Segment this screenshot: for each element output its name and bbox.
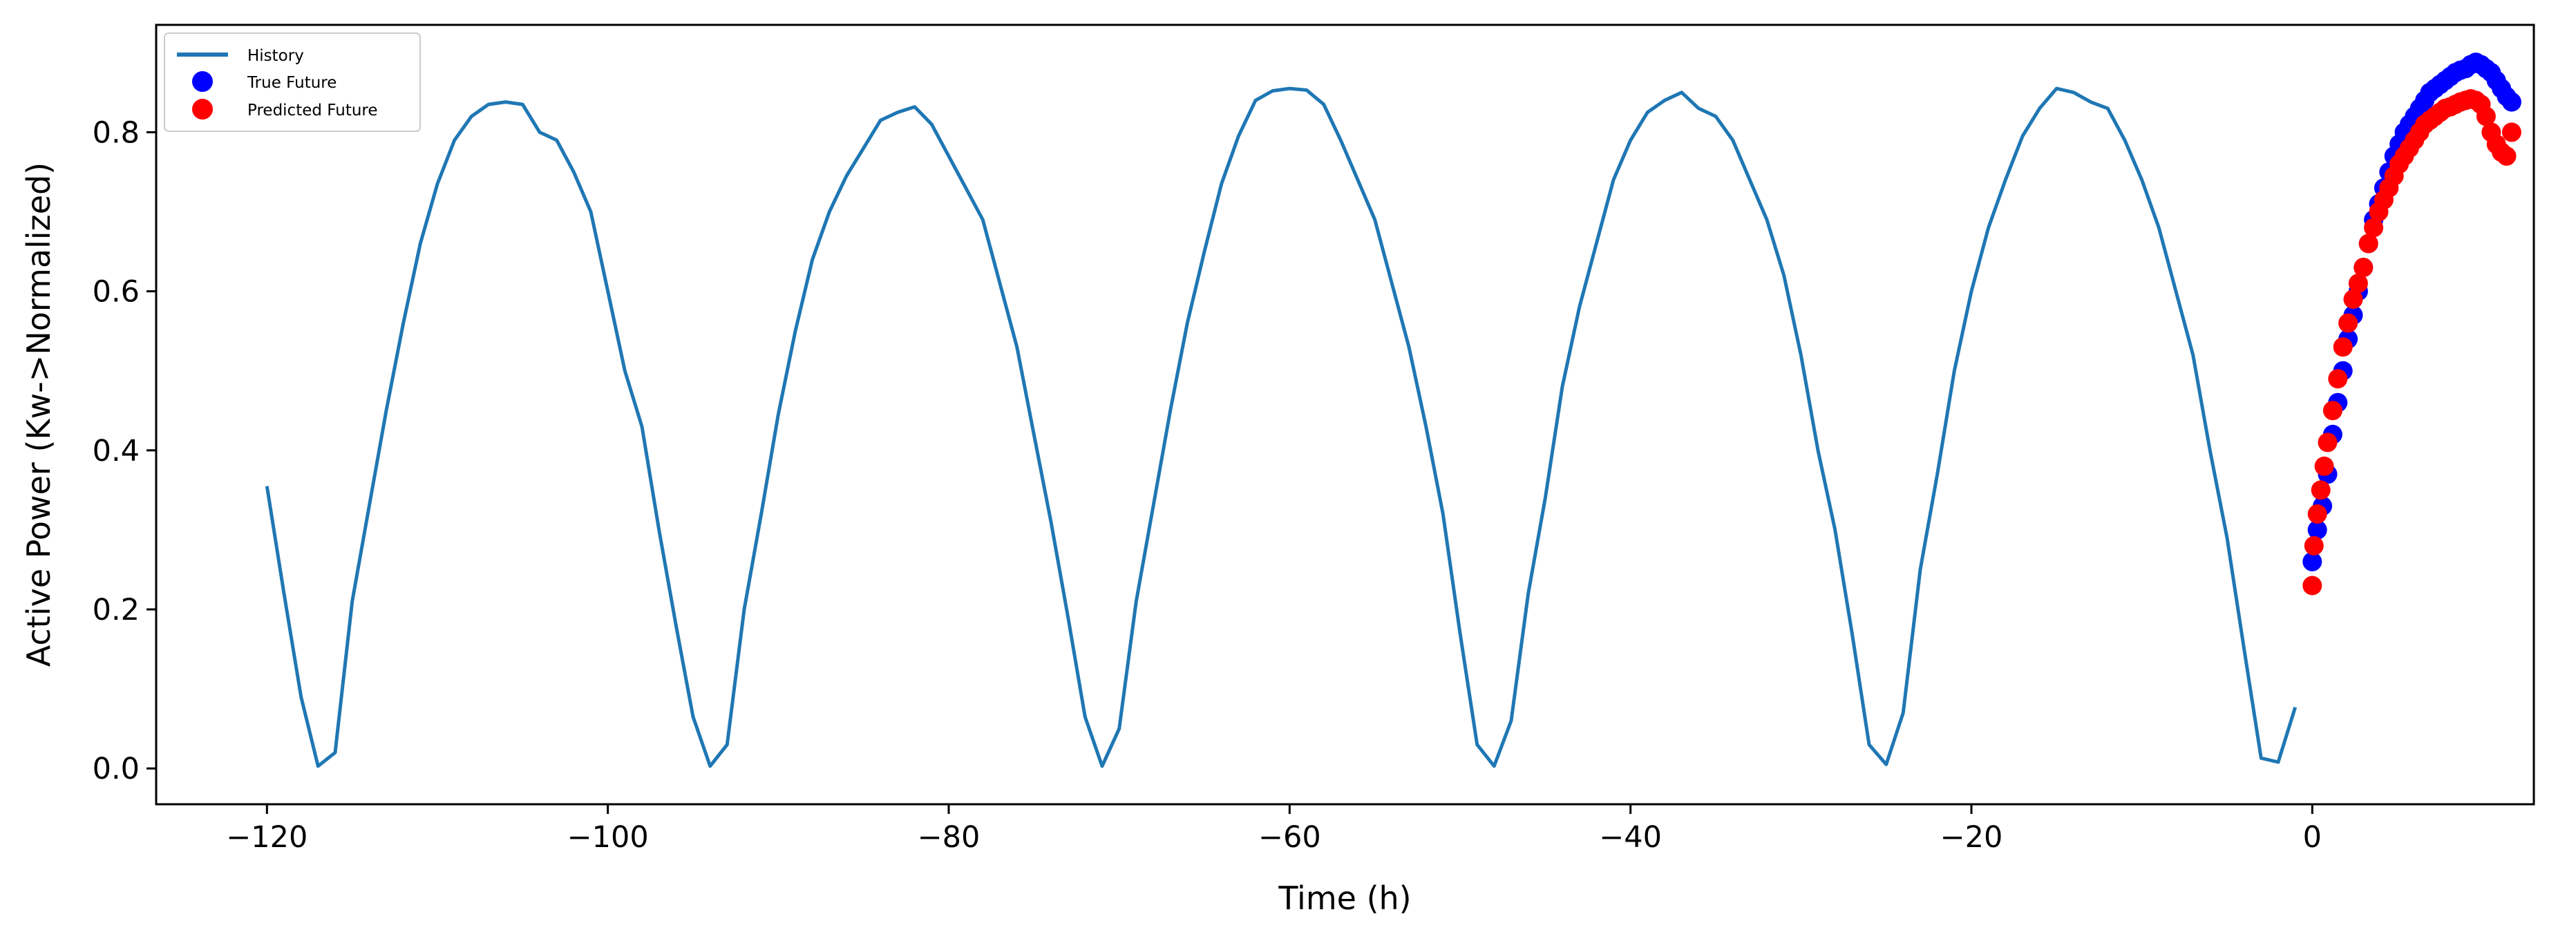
predicted-future-point <box>2307 504 2327 524</box>
predicted-future-point <box>2343 290 2363 310</box>
series-history <box>265 86 2298 768</box>
predicted-future-point <box>2311 480 2331 500</box>
x-tick-label: −20 <box>1940 820 2003 855</box>
x-tick-label: 0 <box>2303 820 2322 855</box>
y-tick-label: 0.8 <box>93 115 140 150</box>
legend-predicted-future-label: Predicted Future <box>247 102 378 120</box>
x-tick-label: −120 <box>226 820 307 855</box>
plot-border <box>155 23 2535 806</box>
y-axis: 0.0 0.2 0.4 0.6 0.8 <box>93 115 156 786</box>
legend-true-future-label: True Future <box>247 74 337 92</box>
series-predicted-future <box>2302 89 2521 596</box>
predicted-future-point <box>2338 313 2358 333</box>
history-line <box>265 86 2298 768</box>
true-future-point <box>2501 92 2521 112</box>
x-tick-label: −40 <box>1599 820 1662 855</box>
predicted-future-point <box>2318 433 2338 453</box>
y-axis-label: Active Power (Kw->Normalized) <box>20 162 57 667</box>
predicted-future-point <box>2354 258 2374 278</box>
predicted-future-point <box>2476 106 2496 126</box>
predicted-future-point <box>2314 456 2334 476</box>
predicted-future-point <box>2333 337 2353 357</box>
x-tick-label: −80 <box>918 820 981 855</box>
true-future-point <box>2302 551 2322 571</box>
predicted-future-point <box>2364 218 2384 238</box>
predicted-future-point <box>2328 369 2348 389</box>
predicted-future-point <box>2304 535 2324 556</box>
predicted-future-point <box>2497 146 2517 166</box>
predicted-future-point <box>2322 401 2342 421</box>
legend-history-label: History <box>247 47 304 65</box>
plot-area <box>155 23 2535 806</box>
legend-predicted-future-swatch <box>192 99 213 120</box>
predicted-future-point <box>2348 274 2368 294</box>
x-tick-label: −60 <box>1258 820 1321 855</box>
y-tick-label: 0.0 <box>93 752 140 786</box>
x-axis: −120 −100 −80 −60 −40 −20 0 <box>226 804 2322 855</box>
predicted-future-point <box>2501 122 2521 142</box>
legend: History True Future Predicted Future <box>164 32 421 132</box>
x-axis-label: Time (h) <box>1278 880 1411 917</box>
x-tick-label: −100 <box>567 820 649 855</box>
legend-true-future-swatch <box>192 71 213 92</box>
predicted-future-point <box>2302 576 2322 596</box>
plot-frame <box>156 25 2534 804</box>
y-tick-label: 0.2 <box>93 593 140 627</box>
true-future-point <box>2307 520 2327 540</box>
predicted-future-point <box>2358 234 2378 254</box>
y-tick-label: 0.4 <box>93 434 140 468</box>
legend-box <box>164 32 421 132</box>
y-tick-label: 0.6 <box>93 275 140 310</box>
series-layer <box>265 53 2521 768</box>
